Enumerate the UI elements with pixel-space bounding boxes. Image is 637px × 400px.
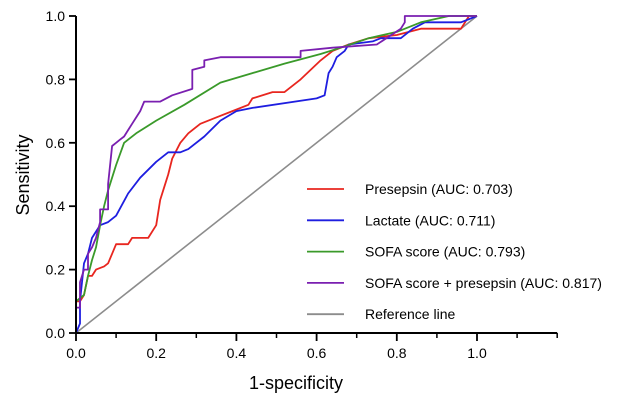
legend-label-1: Lactate (AUC: 0.711) — [365, 212, 495, 228]
legend: Presepsin (AUC: 0.703) Lactate (AUC: 0.71… — [307, 181, 602, 322]
y-axis-title: Sensitivity — [13, 134, 33, 215]
y-tick-label-4: 0.8 — [46, 71, 66, 87]
x-tick-label-3: 0.6 — [307, 345, 327, 361]
x-tick-label-0: 0.0 — [66, 345, 86, 361]
y-tick-label-1: 0.2 — [46, 262, 66, 278]
x-axis-title: 1-specificity — [249, 373, 343, 393]
plot-area — [75, 15, 478, 334]
axes: 0.0 0.2 0.4 0.6 0.8 1.0 0.0 0.2 0.4 0.6 0.8 1.0 — [46, 8, 558, 361]
legend-label-4: Reference line — [365, 306, 455, 322]
series-line-4 — [75, 15, 478, 334]
legend-label-3: SOFA score + presepsin (AUC: 0.817) — [365, 275, 602, 291]
legend-label-0: Presepsin (AUC: 0.703) — [365, 181, 513, 197]
x-tick-label-4: 0.8 — [387, 345, 407, 361]
y-tick-label-5: 1.0 — [46, 8, 66, 24]
x-tick-label-2: 0.4 — [227, 345, 247, 361]
x-tick-label-5: 1.0 — [467, 345, 487, 361]
series-line-1 — [75, 15, 478, 334]
legend-label-2: SOFA score (AUC: 0.793) — [365, 244, 525, 260]
y-tick-label-3: 0.6 — [46, 135, 66, 151]
x-tick-label-1: 0.2 — [146, 345, 166, 361]
y-tick-label-2: 0.4 — [46, 198, 66, 214]
series-line-2 — [75, 15, 477, 333]
series-line-3 — [75, 15, 477, 333]
y-tick-label-0: 0.0 — [46, 325, 66, 341]
